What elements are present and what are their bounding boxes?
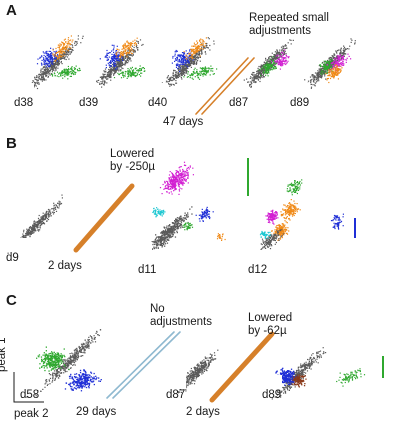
day-label: d89: [262, 389, 282, 401]
connector-line: [201, 57, 255, 115]
scatter-b-1: [138, 161, 226, 264]
adjustment-note: Lowered by -250µ: [110, 148, 155, 174]
day-label: d38: [14, 97, 34, 109]
origin-notch: [146, 75, 168, 97]
scatter-b-0: [6, 194, 63, 254]
gap-label: 47 days: [163, 116, 204, 128]
edge-cluster: [247, 158, 249, 196]
note-line: by -62µ: [248, 325, 287, 337]
gap-label: 29 days: [76, 406, 117, 418]
adjustment-note: Lowered by -62µ: [248, 312, 292, 338]
note-line: Repeated small: [249, 12, 329, 24]
origin-notch: [6, 230, 28, 252]
adjustment-note: Repeated small adjustments: [249, 12, 329, 38]
axis-bracket: [13, 372, 44, 403]
gap-label: 2 days: [48, 260, 82, 272]
scatter-a-3: [227, 39, 294, 98]
connector-line: [112, 331, 181, 399]
origin-notch: [227, 75, 249, 97]
origin-notch: [12, 75, 34, 97]
scatter-c-1: [164, 349, 219, 394]
panel-letter-b: B: [6, 135, 17, 152]
origin-notch: [260, 367, 282, 389]
x-axis-label: peak 2: [14, 408, 49, 420]
edge-cluster: [354, 218, 356, 238]
scatter-a-1: [77, 37, 146, 97]
edge-cluster: [382, 356, 384, 378]
note-line: by -250µ: [110, 161, 155, 173]
day-label: d40: [148, 97, 168, 109]
panel-letter-c: C: [6, 292, 17, 309]
note-line: Lowered: [110, 148, 155, 160]
scatter-a-2: [146, 37, 218, 97]
origin-notch: [164, 367, 186, 389]
note-line: adjustments: [150, 316, 213, 328]
origin-notch: [246, 242, 268, 264]
panel-letter-a: A: [6, 2, 17, 19]
day-label: d58: [20, 389, 40, 401]
day-label: d39: [79, 97, 99, 109]
origin-notch: [77, 75, 99, 97]
day-label: d87: [229, 97, 249, 109]
scatter-c-0: [20, 329, 102, 398]
gap-label: 2 days: [186, 406, 220, 418]
day-label: d11: [138, 264, 157, 276]
note-line: Lowered: [248, 312, 293, 324]
connector-line: [73, 183, 135, 253]
day-label: d87: [166, 389, 186, 401]
origin-notch: [288, 75, 310, 97]
scatter-c-2: [260, 347, 366, 400]
y-axis-label: peak 1: [0, 337, 8, 372]
connector-line: [195, 57, 249, 115]
origin-notch: [138, 242, 160, 264]
scatter-a-4: [288, 38, 356, 97]
scatter-b-2: [246, 179, 344, 264]
connector-line: [209, 331, 275, 403]
day-label: d89: [290, 97, 310, 109]
adjustment-note: No adjustments: [150, 303, 212, 329]
day-label: d9: [6, 252, 19, 264]
day-label: d12: [248, 264, 268, 276]
origin-notch: [20, 367, 42, 389]
note-line: No: [150, 303, 165, 315]
note-line: adjustments: [249, 25, 312, 37]
scatter-a-0: [12, 35, 84, 97]
connector-line: [106, 331, 175, 399]
